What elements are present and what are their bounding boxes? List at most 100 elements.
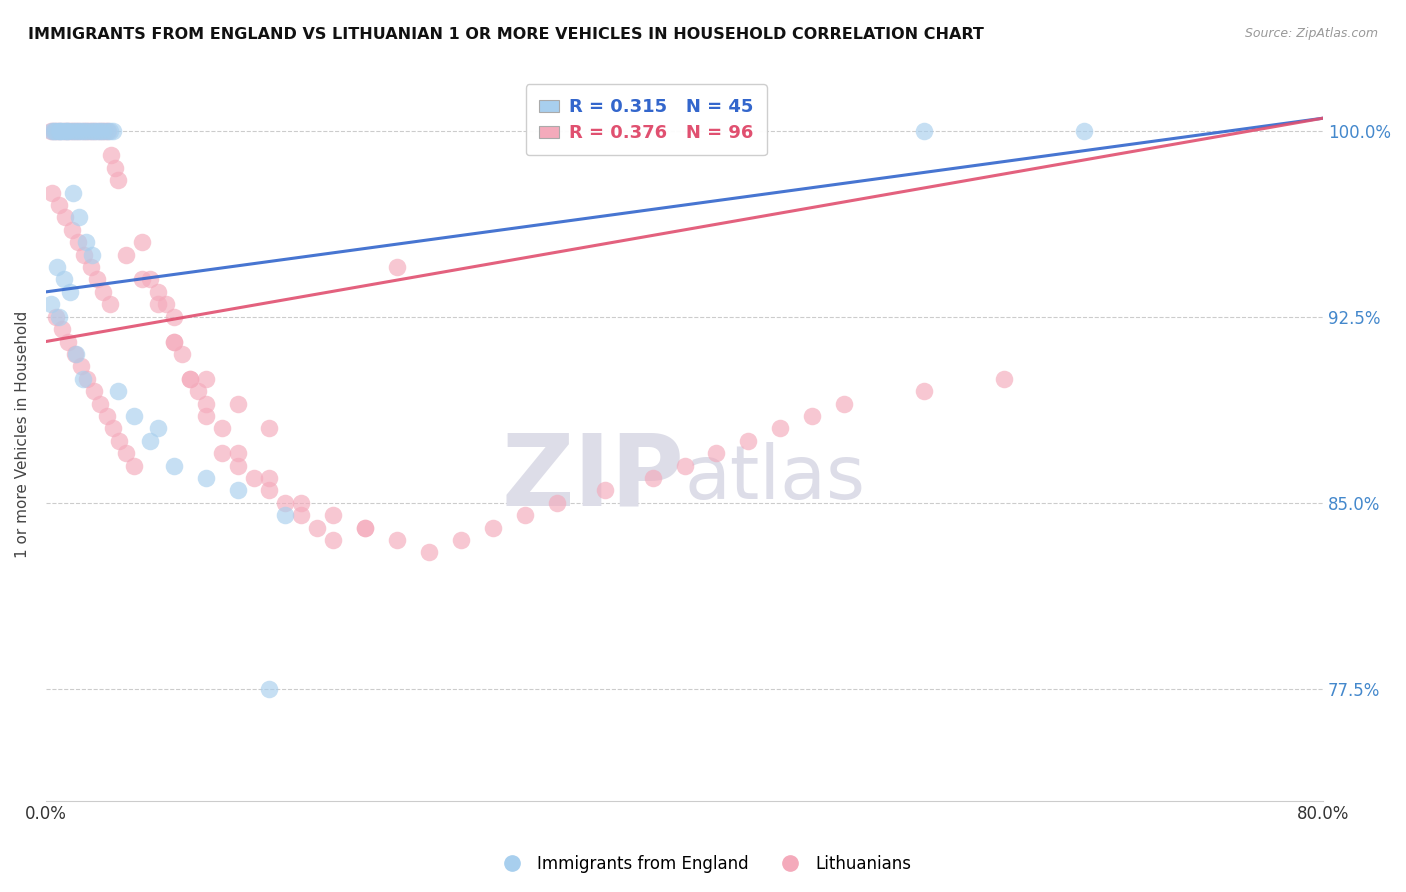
Point xyxy=(832,396,855,410)
Point xyxy=(98,123,121,137)
Point xyxy=(82,247,104,261)
Point xyxy=(108,434,131,448)
Point xyxy=(194,471,217,485)
Point xyxy=(69,211,91,225)
Point xyxy=(155,297,177,311)
Point xyxy=(226,446,249,460)
Point xyxy=(55,123,77,137)
Point xyxy=(211,421,233,435)
Point xyxy=(75,235,97,250)
Point xyxy=(62,186,84,200)
Point xyxy=(146,421,169,435)
Point xyxy=(737,434,759,448)
Point xyxy=(66,235,89,250)
Text: ZIP: ZIP xyxy=(502,430,685,527)
Point xyxy=(546,496,568,510)
Point xyxy=(322,508,344,523)
Point xyxy=(48,123,70,137)
Point xyxy=(450,533,472,547)
Point xyxy=(63,347,86,361)
Point xyxy=(259,421,281,435)
Point xyxy=(131,272,153,286)
Point xyxy=(87,123,110,137)
Point xyxy=(39,123,62,137)
Text: Source: ZipAtlas.com: Source: ZipAtlas.com xyxy=(1244,27,1378,40)
Point xyxy=(146,297,169,311)
Point xyxy=(194,372,217,386)
Point xyxy=(194,396,217,410)
Point xyxy=(59,123,82,137)
Point xyxy=(65,347,87,361)
Point xyxy=(912,384,935,398)
Point xyxy=(48,310,70,324)
Point xyxy=(993,372,1015,386)
Point xyxy=(45,123,67,137)
Point xyxy=(45,310,67,324)
Point xyxy=(41,123,63,137)
Point xyxy=(290,496,312,510)
Point xyxy=(58,334,80,349)
Point xyxy=(146,285,169,299)
Point xyxy=(93,123,115,137)
Point xyxy=(52,123,75,137)
Point xyxy=(226,396,249,410)
Point xyxy=(73,247,96,261)
Point xyxy=(46,123,69,137)
Point xyxy=(59,285,82,299)
Point xyxy=(385,260,408,274)
Point xyxy=(53,123,76,137)
Point xyxy=(73,123,96,137)
Point xyxy=(89,123,111,137)
Legend: Immigrants from England, Lithuanians: Immigrants from England, Lithuanians xyxy=(488,848,918,880)
Point xyxy=(513,508,536,523)
Point xyxy=(72,372,94,386)
Point xyxy=(96,123,118,137)
Point xyxy=(673,458,696,473)
Point xyxy=(82,123,104,137)
Point xyxy=(259,681,281,696)
Point xyxy=(60,123,83,137)
Point xyxy=(131,235,153,250)
Point xyxy=(42,123,65,137)
Point xyxy=(1073,123,1095,137)
Point xyxy=(307,521,329,535)
Point xyxy=(641,471,664,485)
Point xyxy=(912,123,935,137)
Point xyxy=(46,260,69,274)
Point xyxy=(259,471,281,485)
Point xyxy=(354,521,377,535)
Y-axis label: 1 or more Vehicles in Household: 1 or more Vehicles in Household xyxy=(15,311,30,558)
Point xyxy=(122,458,145,473)
Point xyxy=(51,322,73,336)
Point xyxy=(139,434,162,448)
Point xyxy=(163,458,186,473)
Point xyxy=(179,372,201,386)
Point xyxy=(107,173,129,187)
Point xyxy=(290,508,312,523)
Point xyxy=(42,123,65,137)
Point xyxy=(53,211,76,225)
Point xyxy=(114,247,136,261)
Point xyxy=(77,123,100,137)
Point xyxy=(94,123,117,137)
Point xyxy=(187,384,209,398)
Point xyxy=(194,409,217,423)
Point xyxy=(69,123,91,137)
Point xyxy=(55,123,77,137)
Point xyxy=(83,123,105,137)
Text: atlas: atlas xyxy=(685,442,866,515)
Point xyxy=(60,223,83,237)
Point xyxy=(211,446,233,460)
Point xyxy=(49,123,72,137)
Point xyxy=(63,123,86,137)
Point xyxy=(322,533,344,547)
Point xyxy=(385,533,408,547)
Point xyxy=(274,508,297,523)
Point xyxy=(52,272,75,286)
Point xyxy=(706,446,728,460)
Point xyxy=(51,123,73,137)
Point xyxy=(76,123,98,137)
Point xyxy=(97,123,120,137)
Point xyxy=(83,384,105,398)
Point xyxy=(70,359,93,374)
